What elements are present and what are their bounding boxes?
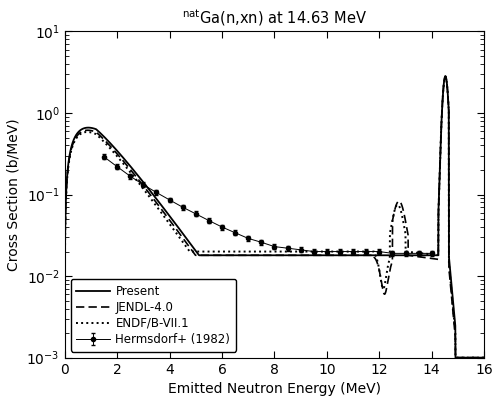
- ENDF/B-VII.1: [481, 355, 487, 360]
- Line: Present: Present: [64, 76, 484, 357]
- JENDL-4.0: [481, 355, 487, 360]
- JENDL-4.0: [334, 253, 340, 258]
- Present: [138, 177, 144, 182]
- Present: [442, 74, 448, 79]
- Line: ENDF/B-VII.1: ENDF/B-VII.1: [64, 77, 484, 357]
- ENDF/B-VII.1: [62, 335, 68, 340]
- JENDL-4.0: [62, 334, 68, 339]
- Title: $^{\mathrm{nat}}$Ga(n,xn) at 14.63 MeV: $^{\mathrm{nat}}$Ga(n,xn) at 14.63 MeV: [182, 7, 367, 28]
- X-axis label: Emitted Neutron Energy (MeV): Emitted Neutron Energy (MeV): [168, 382, 381, 396]
- JENDL-4.0: [138, 180, 144, 185]
- Line: JENDL-4.0: JENDL-4.0: [64, 77, 484, 357]
- JENDL-4.0: [374, 262, 380, 267]
- Present: [452, 355, 458, 360]
- JENDL-4.0: [442, 74, 448, 79]
- Legend: Present, JENDL-4.0, ENDF/B-VII.1, Hermsdorf+ (1982): Present, JENDL-4.0, ENDF/B-VII.1, Hermsd…: [70, 279, 236, 352]
- Present: [374, 253, 380, 258]
- ENDF/B-VII.1: [314, 249, 320, 254]
- Present: [222, 253, 228, 258]
- JENDL-4.0: [222, 253, 228, 258]
- Present: [314, 253, 320, 258]
- Present: [406, 253, 412, 258]
- ENDF/B-VII.1: [334, 249, 340, 254]
- Present: [62, 253, 68, 258]
- ENDF/B-VII.1: [442, 74, 448, 79]
- Present: [334, 253, 340, 258]
- ENDF/B-VII.1: [374, 260, 380, 264]
- ENDF/B-VII.1: [406, 249, 412, 254]
- JENDL-4.0: [452, 355, 458, 360]
- ENDF/B-VII.1: [452, 355, 458, 360]
- Present: [481, 355, 487, 360]
- JENDL-4.0: [406, 253, 412, 258]
- ENDF/B-VII.1: [222, 249, 228, 254]
- Y-axis label: Cross Section (b/MeV): Cross Section (b/MeV): [7, 118, 21, 271]
- JENDL-4.0: [314, 253, 320, 258]
- ENDF/B-VII.1: [138, 183, 144, 188]
